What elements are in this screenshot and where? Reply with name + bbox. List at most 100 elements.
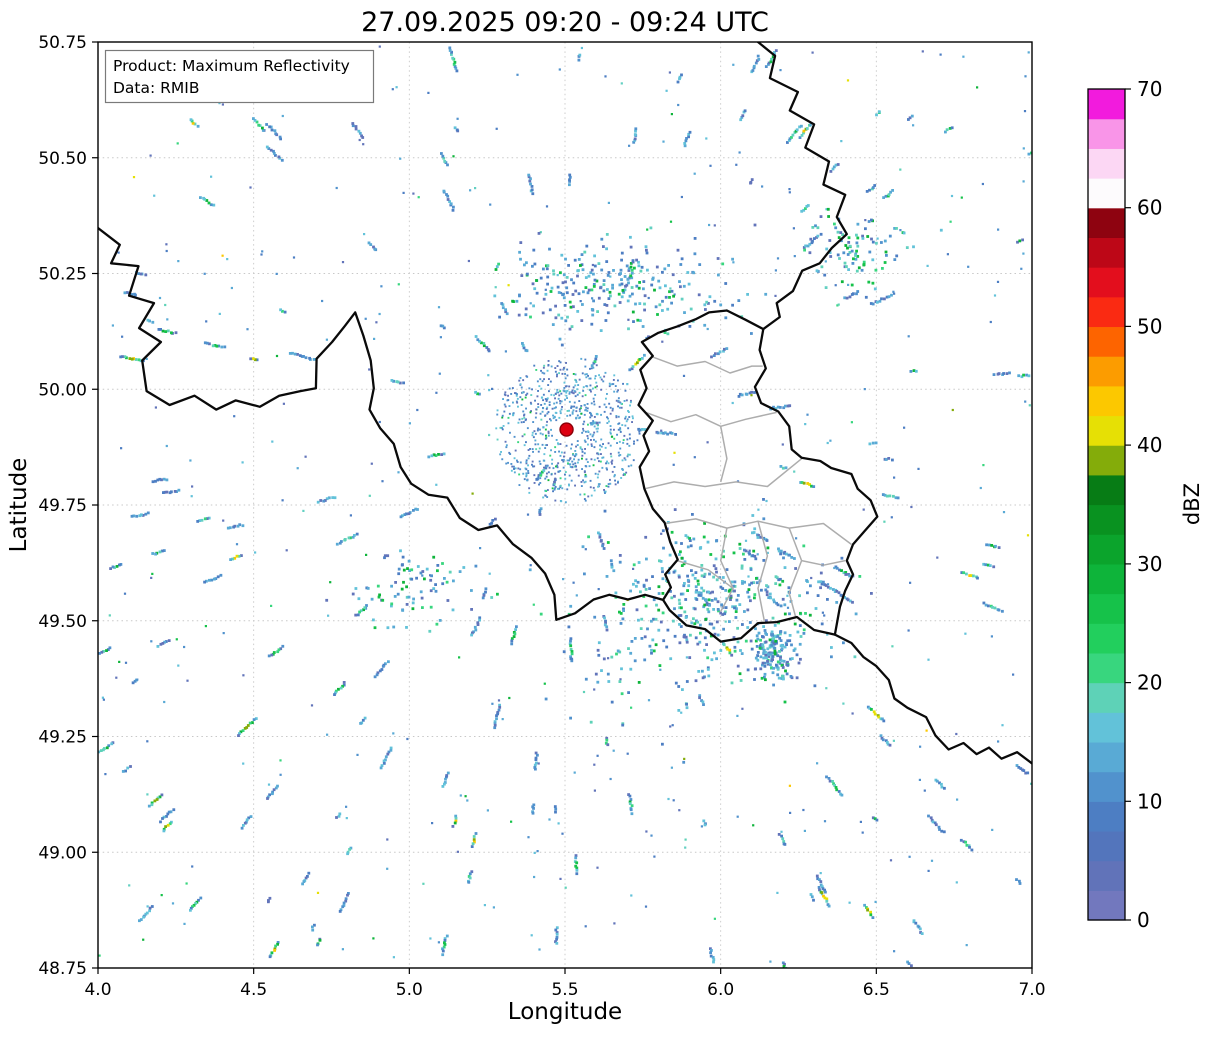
echo-cell [232, 525, 235, 529]
echo-cell [458, 656, 461, 659]
echo-cell [118, 660, 121, 663]
echo-cell [925, 729, 928, 732]
echo-cell [354, 587, 358, 590]
echo-cell [138, 514, 142, 518]
echo-cell [521, 435, 524, 438]
echo-cell [522, 472, 525, 475]
echo-cell [378, 312, 381, 316]
echo-cell [423, 577, 426, 581]
echo-cell [753, 554, 757, 558]
echo-cell [789, 675, 793, 678]
echo-cell [612, 569, 616, 573]
echo-cell [589, 367, 591, 370]
echo-cell [777, 547, 780, 551]
echo-cell [124, 661, 128, 664]
echo-cell [372, 937, 375, 940]
echo-cell [993, 294, 997, 297]
echo-cell [561, 832, 564, 835]
echo-cell [623, 472, 625, 475]
echo-cell [525, 349, 529, 353]
echo-cell [535, 369, 538, 371]
echo-cell [540, 396, 544, 399]
echo-cell [544, 288, 547, 291]
echo-cell [278, 135, 282, 139]
echo-cell [865, 190, 869, 193]
echo-cell [931, 820, 935, 824]
echo-cell [443, 781, 447, 784]
echo-cell [513, 632, 517, 636]
echo-cell [752, 549, 756, 553]
echo-cell [312, 358, 316, 361]
echo-cell [275, 272, 278, 275]
echo-cell [604, 741, 608, 745]
echo-cell [637, 286, 641, 290]
echo-cell [907, 629, 910, 632]
echo-cell [548, 308, 552, 312]
echo-cell [270, 604, 273, 607]
echo-cell [607, 680, 611, 683]
echo-cell [575, 410, 578, 413]
echo-cell [906, 960, 909, 964]
echo-cell [544, 398, 547, 400]
echo-cell [764, 65, 768, 68]
echo-cell [746, 293, 749, 296]
echo-cell [333, 693, 336, 696]
echo-cell [561, 372, 564, 375]
echo-cell [380, 764, 384, 767]
echo-cell [572, 409, 575, 412]
echo-cell [615, 416, 618, 419]
echo-cell [889, 859, 893, 862]
echo-cell [349, 514, 352, 517]
echo-cell [102, 698, 105, 701]
echo-cell [554, 928, 558, 932]
echo-cell [632, 582, 635, 586]
echo-cell [359, 722, 362, 725]
colorbar-segment [1088, 623, 1125, 654]
echo-cell [610, 455, 613, 458]
echo-cell [751, 69, 755, 72]
echo-cell [840, 140, 843, 143]
echo-cell [192, 903, 196, 907]
echo-cell [662, 546, 665, 550]
echo-cell [881, 493, 885, 496]
echo-cell [611, 383, 614, 386]
echo-cell [809, 893, 813, 896]
echo-cell [411, 601, 415, 605]
echo-cell [728, 648, 732, 652]
echo-cell [597, 262, 601, 265]
echo-cell [325, 338, 328, 341]
echo-cell [466, 799, 469, 802]
echo-cell [650, 283, 654, 287]
echo-cell [191, 121, 195, 125]
echo-cell [849, 599, 852, 603]
echo-cell [151, 320, 155, 324]
echo-cell [592, 397, 595, 400]
echo-cell [541, 311, 545, 315]
echo-cell [568, 392, 571, 395]
echo-cell [614, 479, 616, 482]
echo-cell [746, 626, 750, 629]
echo-cell [755, 577, 758, 580]
echo-cell [677, 598, 681, 602]
echo-cell [819, 232, 823, 236]
echo-cell [595, 381, 598, 384]
echo-cell [875, 241, 878, 245]
echo-cell [926, 264, 929, 267]
echo-cell [858, 575, 862, 578]
echo-cell [597, 473, 600, 476]
echo-cell [743, 610, 746, 613]
echo-cell [841, 233, 844, 236]
echo-cell [843, 261, 847, 265]
echo-cell [125, 356, 128, 360]
echo-cell [550, 286, 554, 290]
echo-cell [590, 364, 594, 368]
echo-cell [661, 299, 664, 303]
echo-cell [210, 175, 213, 178]
echo-cell [874, 900, 877, 903]
echo-cell [402, 568, 406, 572]
echo-cell [554, 367, 557, 369]
echo-cell [472, 838, 476, 841]
echo-cell [680, 257, 684, 261]
echo-cell [276, 784, 279, 788]
echo-cell [110, 742, 114, 746]
